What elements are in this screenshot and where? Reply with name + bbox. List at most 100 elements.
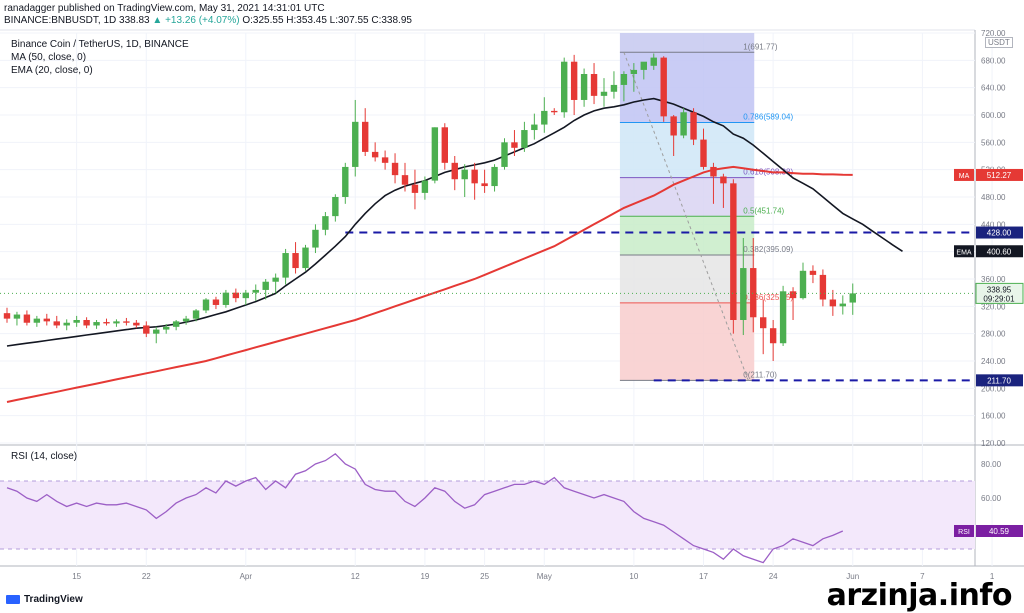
candle-body <box>182 318 190 322</box>
candle-body <box>819 274 827 300</box>
time-tick-label: Apr <box>240 572 253 581</box>
rsi-tick-label: 80.00 <box>981 460 1002 469</box>
candle-body <box>501 142 508 167</box>
candle-body <box>700 139 707 167</box>
candle-body <box>43 318 50 322</box>
ema-tag-label: 400.60 <box>987 247 1012 256</box>
candle-body <box>590 74 598 96</box>
fib-level-label: 0.5(451.74) <box>743 206 784 215</box>
ma-tag-label: 512.27 <box>987 171 1012 180</box>
watermark: arzinja.info <box>826 578 1013 613</box>
candle-body <box>242 292 249 299</box>
candle-body <box>332 197 339 217</box>
rsi-line <box>6 452 844 564</box>
symbol-line: BINANCE:BNBUSDT, 1D 338.83 ▲ +13.26 (+4.… <box>4 15 412 26</box>
legend-ma[interactable]: MA (50, close, 0) <box>11 52 87 63</box>
candle-body <box>103 322 110 324</box>
candle-body <box>481 183 488 187</box>
candle-body <box>600 91 608 96</box>
level-price-label: 211.70 <box>987 376 1011 385</box>
currency-badge[interactable]: USDT <box>985 37 1013 48</box>
candle-body <box>282 253 289 278</box>
countdown-label: 09:29:01 <box>983 294 1015 303</box>
candle-body <box>163 326 170 330</box>
candle-body <box>123 321 130 323</box>
fib-zone <box>619 52 755 123</box>
candle-body <box>322 216 329 230</box>
candle-body <box>53 321 60 326</box>
candle-body <box>342 166 349 197</box>
candle-body <box>172 321 180 327</box>
price-tick-label: 200.00 <box>981 384 1006 393</box>
time-tick-label: 1 <box>990 572 995 581</box>
candle-body <box>252 289 259 293</box>
candle-body <box>760 317 767 329</box>
price-tick-label: 360.00 <box>981 275 1006 284</box>
candle-body <box>371 151 379 158</box>
legend-rsi[interactable]: RSI (14, close) <box>11 451 78 462</box>
time-tick-label: 17 <box>699 572 708 581</box>
price-tick-label: 480.00 <box>981 193 1006 202</box>
candle-body <box>143 325 150 334</box>
candle-body <box>690 112 697 140</box>
price-tick-label: 160.00 <box>981 412 1006 421</box>
price-tick-label: 680.00 <box>981 56 1006 65</box>
candle-body <box>769 328 777 344</box>
candle-body <box>521 130 528 148</box>
candle-body <box>640 61 647 70</box>
candle-body <box>381 157 389 163</box>
candle-body <box>232 292 240 299</box>
fib-level-label: 0.382(395.09) <box>743 245 793 254</box>
rsi-tag-label: 40.59 <box>989 527 1010 536</box>
time-tick-label: 25 <box>480 572 489 581</box>
candle-body <box>421 180 429 193</box>
time-tick-label: 7 <box>920 572 925 581</box>
price-tick-label: 120.00 <box>981 439 1006 448</box>
level-price-label: 428.00 <box>987 229 1012 238</box>
publisher-line: ranadagger published on TradingView.com,… <box>4 3 325 14</box>
fib-level-label: 0.236(325.05) <box>743 293 793 302</box>
price-tick-label: 600.00 <box>981 111 1006 120</box>
candle-body <box>451 162 458 180</box>
fib-level-label: 1(691.77) <box>743 42 778 51</box>
price-tick-label: 280.00 <box>981 330 1006 339</box>
candle-body <box>680 112 687 136</box>
candle-body <box>849 293 856 303</box>
tradingview-logo[interactable]: TradingView <box>6 594 83 605</box>
fib-level-label: 0.786(589.04) <box>743 112 793 121</box>
price-tick-label: 560.00 <box>981 138 1006 147</box>
price-tick-label: 640.00 <box>981 84 1006 93</box>
candle-body <box>670 116 677 136</box>
candle-body <box>740 268 747 320</box>
ma-tag-name-box <box>954 168 974 181</box>
candle-body <box>829 299 837 307</box>
candle-body <box>779 291 787 344</box>
symbol-price: BINANCE:BNBUSDT, 1D 338.83 <box>4 15 150 26</box>
time-tick-label: 15 <box>72 572 81 581</box>
time-tick-label: Jun <box>846 572 859 581</box>
candle-body <box>362 121 369 152</box>
level-price-box <box>976 226 1023 239</box>
price-tick-label: 440.00 <box>981 220 1006 229</box>
time-tick-label: 12 <box>351 572 360 581</box>
candle-body <box>202 299 210 311</box>
chart-title: Binance Coin / TetherUS, 1D, BINANCE <box>11 39 189 50</box>
price-tick-label: 720.00 <box>981 29 1006 38</box>
candle-body <box>839 303 846 307</box>
candle-body <box>302 247 309 269</box>
candle-body <box>411 184 419 193</box>
candle-body <box>73 320 80 323</box>
fib-zone-top <box>619 33 755 53</box>
candle-body <box>3 313 11 319</box>
ma-tag-name: MA <box>959 173 970 180</box>
price-change: ▲ +13.26 (+4.07%) <box>152 15 240 26</box>
legend-ema[interactable]: EMA (20, close, 0) <box>11 65 93 76</box>
candle-body <box>312 229 319 248</box>
rsi-tick-label: 60.00 <box>981 494 1002 503</box>
candle-body <box>561 61 568 113</box>
price-tick-label: 320.00 <box>981 302 1006 311</box>
candle-body <box>441 127 448 163</box>
current-price-box <box>975 282 1024 304</box>
candle-body <box>272 277 279 282</box>
candle-body <box>153 329 160 334</box>
